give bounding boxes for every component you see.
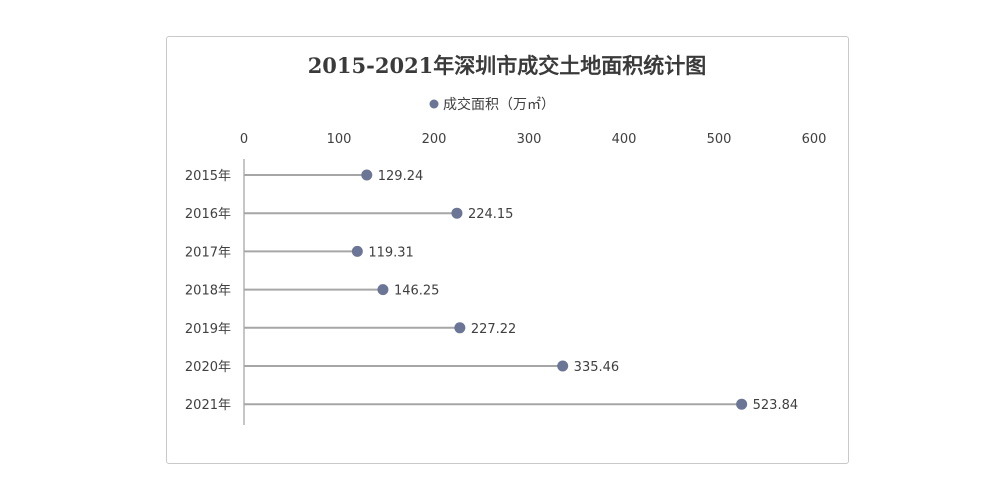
data-point [454,322,466,334]
data-point [557,360,569,372]
data-label: 119.31 [368,245,414,260]
data-label: 224.15 [468,207,514,222]
chart-title: 2015-2021年深圳市成交土地面积统计图 [308,53,707,78]
x-tick-label: 600 [802,132,827,147]
category-label: 2021年 [185,398,231,413]
data-label: 227.22 [471,322,517,337]
data-label: 335.46 [574,360,620,375]
data-label: 523.84 [753,398,799,413]
data-label: 146.25 [394,284,440,299]
data-point [451,207,463,219]
x-tick-label: 400 [612,132,637,147]
x-tick-label: 500 [707,132,732,147]
category-label: 2019年 [185,322,231,337]
x-axis-ticks: 0 100 200 300 400 500 600 [240,132,827,147]
x-tick-label: 100 [327,132,352,147]
x-tick-label: 200 [422,132,447,147]
data-point [351,245,363,257]
data-point [736,398,748,410]
category-label: 2015年 [185,169,231,184]
x-tick-label: 300 [517,132,542,147]
chart-frame: 2015-2021年深圳市成交土地面积统计图 成交面积（万㎡） 0 100 200 3… [166,36,849,464]
data-point [361,169,373,181]
legend-label: 成交面积（万㎡） [443,96,555,113]
legend: 成交面积（万㎡） [429,96,555,113]
category-label: 2017年 [185,245,231,260]
x-tick-label: 0 [240,132,248,147]
category-label: 2020年 [185,360,231,375]
legend-marker [429,99,439,109]
plot-rows: 2015年 129.24 2016年 224.15 2017年 119.31 2018年 14… [185,169,798,413]
data-label: 129.24 [378,169,424,184]
category-label: 2016年 [185,207,231,222]
category-label: 2018年 [185,284,231,299]
chart-svg: 2015-2021年深圳市成交土地面积统计图 成交面积（万㎡） 0 100 200 3… [185,53,827,425]
data-point [377,284,389,296]
